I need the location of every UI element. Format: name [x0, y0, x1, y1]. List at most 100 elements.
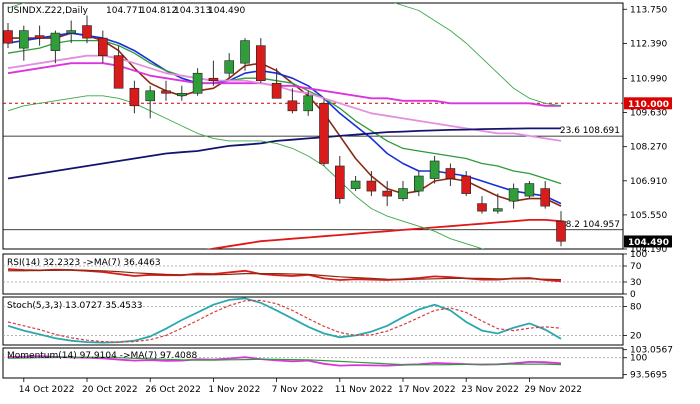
series-ma_navy [7, 127, 561, 180]
candle-2-nov [224, 53, 234, 79]
candle-body [524, 183, 535, 197]
price-tag-label-1: 104.490 [628, 238, 669, 248]
date-label-3: 1 Nov 2022 [208, 385, 260, 395]
candle-3-nov [240, 38, 250, 71]
candle-1-dec [556, 211, 566, 247]
date-label-0: 14 Oct 2022 [19, 385, 75, 395]
candle-body [413, 175, 424, 192]
candle-body [3, 30, 13, 44]
candle-24-nov [477, 196, 487, 214]
stoch-title: Stoch(5,3,3) 13.0727 35.4533 [7, 301, 142, 311]
candle-body [18, 30, 29, 49]
candle-body [350, 180, 361, 189]
candle-body [508, 188, 519, 202]
candle-11-nov [334, 155, 345, 204]
candle-body [255, 45, 266, 82]
candle-body [398, 188, 408, 199]
candle-4-nov [255, 38, 266, 84]
stoch-axis-tick-label-1: 20 [630, 331, 642, 341]
candle-14-oct [18, 25, 29, 61]
candle-30-nov [540, 181, 551, 209]
candle-body [161, 90, 171, 94]
candle-body [382, 190, 393, 197]
rsi-axis-tick-label-1: 70 [630, 262, 642, 272]
candle-7-nov [271, 68, 282, 99]
candle-body [50, 32, 61, 51]
open-value: 104.771 [106, 6, 143, 16]
candle-9-nov [303, 90, 314, 116]
candle-body [208, 77, 219, 82]
candle-27-oct [161, 80, 171, 101]
date-label-7: 23 Nov 2022 [461, 385, 519, 395]
momentum-axis-tick-label-0: 103.0567 [630, 346, 673, 356]
series-ma_red [206, 218, 562, 249]
stoch-axis-tick-label-0: 80 [630, 303, 642, 313]
candle-body [477, 203, 487, 212]
symbol-label: USINDX.Z22,Daily [7, 6, 89, 16]
series-rsi_ma [8, 269, 562, 281]
candle-body [287, 100, 298, 112]
candle-28-nov [508, 183, 519, 209]
candle-8-nov [287, 88, 298, 114]
rsi-title: RSI(14) 32.2323 ->MA(7) 36.4463 [7, 258, 161, 268]
candle-1-nov [208, 60, 219, 86]
rsi-axis-tick-label-2: 30 [630, 278, 642, 288]
candle-body [129, 87, 140, 107]
momentum-axis-tick-label-1: 100 [630, 354, 647, 364]
candle-20-oct [82, 15, 92, 44]
candle-body [334, 165, 345, 199]
candle-body [66, 30, 76, 34]
low-value: 104.313 [174, 6, 211, 16]
price-tag-0 [624, 97, 672, 110]
candle-body [556, 220, 566, 242]
candle-21-oct [98, 30, 108, 64]
date-label-2: 26 Oct 2022 [145, 385, 201, 395]
date-label-5: 11 Nov 2022 [335, 385, 393, 395]
rsi-axis-tick-label-3: 0 [630, 290, 636, 300]
candle-body [540, 188, 551, 207]
price-axis-tick-label-6: 105.550 [630, 211, 667, 221]
date-label-4: 7 Nov 2022 [272, 385, 324, 395]
candle-25-nov [492, 193, 503, 214]
candle-23-nov [461, 171, 472, 197]
momentum-axis-tick-label-2: 93.5695 [630, 371, 667, 381]
candle-18-nov [413, 171, 424, 197]
candle-body [319, 103, 329, 164]
rsi-panel [2, 253, 624, 295]
candle-17-nov [398, 181, 408, 202]
price-axis-tick-label-4: 108.270 [630, 143, 667, 153]
candle-24-oct [113, 45, 124, 89]
price-axis-tick-label-3: 109.630 [630, 109, 667, 119]
series-stoch_k [7, 297, 562, 344]
candle-28-oct [177, 85, 187, 101]
candle-18-oct [50, 30, 61, 64]
candle-body [113, 55, 124, 89]
candle-21-nov [429, 155, 440, 184]
candle-body [366, 180, 377, 192]
close-value: 104.490 [208, 6, 245, 16]
candle-body [34, 35, 45, 39]
series-momentum_ma [7, 356, 562, 366]
fibo-label-2: 38.2 104.957 [560, 220, 620, 230]
series-bb_upper [7, 3, 562, 107]
candle-body [98, 37, 108, 56]
candle-body [177, 92, 187, 97]
date-label-6: 17 Nov 2022 [398, 385, 456, 395]
price-axis-tick-label-5: 106.910 [630, 177, 667, 187]
candle-body [445, 168, 456, 179]
series-bb_lower [7, 95, 485, 249]
candle-body [461, 175, 472, 194]
candle-14-nov [350, 176, 361, 192]
candle-body [192, 72, 203, 94]
candle-19-oct [66, 20, 76, 44]
candle-15-nov [366, 171, 377, 197]
high-value: 104.812 [140, 6, 177, 16]
rsi-axis-tick-label-0: 100 [630, 250, 647, 260]
candle-body [271, 82, 282, 99]
series-ma_magenta [7, 62, 561, 107]
price-tag-label-0: 110.000 [628, 100, 669, 110]
candle-26-oct [145, 85, 155, 119]
candle-31-oct [192, 68, 203, 96]
